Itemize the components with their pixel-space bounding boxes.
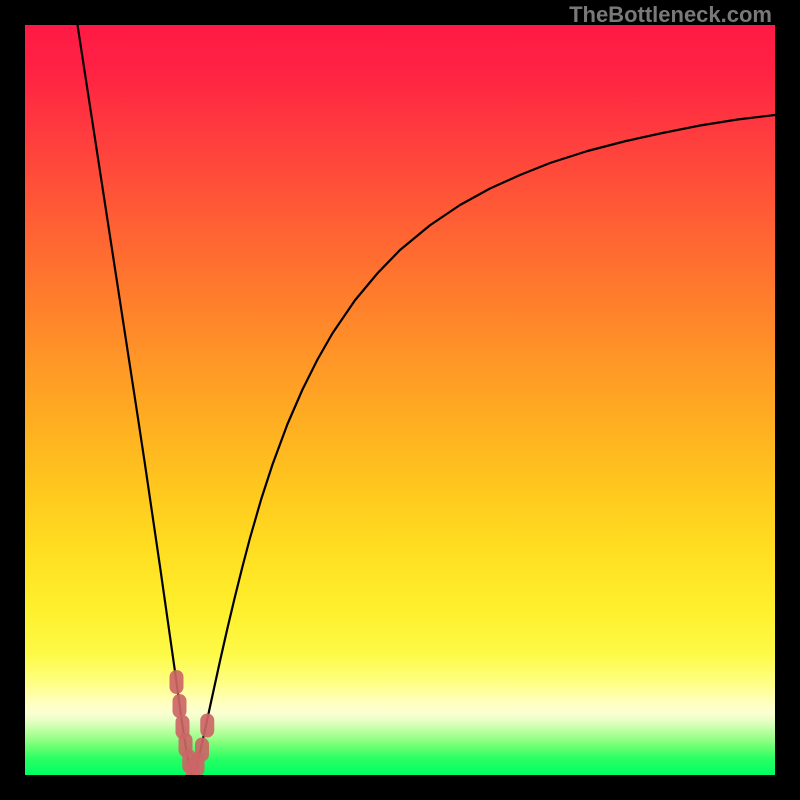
data-marker: [186, 759, 200, 776]
data-marker: [176, 715, 190, 739]
chart-svg: [25, 25, 775, 775]
data-marker: [200, 714, 214, 738]
watermark-text: TheBottleneck.com: [569, 2, 772, 28]
chart-frame: TheBottleneck.com: [0, 0, 800, 800]
data-marker: [182, 750, 196, 774]
plot-area: [25, 25, 775, 775]
bottleneck-curve: [78, 25, 776, 775]
data-marker: [191, 753, 205, 776]
data-marker: [179, 733, 193, 757]
data-marker: [173, 694, 187, 718]
data-marker: [195, 738, 209, 762]
data-marker: [170, 670, 184, 694]
